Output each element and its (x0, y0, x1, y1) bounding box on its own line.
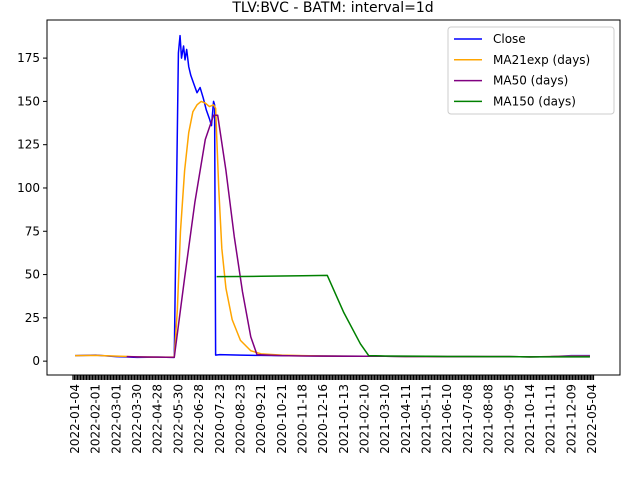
x-tick-label: 2022-03-30 (130, 384, 144, 454)
x-axis: 2022-01-04 2022-02-01 2022-03-01 2022-03-30… (68, 375, 599, 454)
x-tick-label: 2021-03-10 (378, 384, 392, 454)
y-tick-label: 75 (25, 224, 40, 238)
x-tick-label: 2020-11-18 (295, 384, 309, 454)
y-axis: 0 25 50 75 100 125 150 175 (17, 51, 47, 368)
x-tick-label: 2021-09-05 (502, 384, 516, 454)
x-tick-label: 2022-06-28 (192, 384, 206, 454)
chart-title: TLV:BVC - BATM: interval=1d (231, 0, 433, 16)
x-tick-label: 2020-10-21 (275, 384, 289, 454)
y-tick-label: 50 (25, 268, 40, 282)
x-tick-label: 2022-04-28 (151, 384, 165, 454)
x-tick-label: 2020-07-23 (213, 384, 227, 454)
series-line-ma150-days (216, 274, 590, 358)
x-tick-label: 2021-08-08 (482, 384, 496, 454)
x-tick-label: 2021-06-10 (440, 384, 454, 454)
x-tick-label: 2021-01-13 (337, 384, 351, 454)
y-tick-label: 0 (32, 354, 40, 368)
x-tick-label: 2021-07-08 (461, 384, 475, 454)
legend-label: MA150 (days) (493, 94, 576, 108)
x-tick-label: 2022-05-04 (585, 384, 599, 454)
y-tick-label: 175 (17, 51, 40, 65)
x-tick-label: 2022-01-04 (68, 384, 82, 454)
y-tick-label: 25 (25, 311, 40, 325)
x-tick-label: 2021-05-11 (420, 384, 434, 454)
x-tick-label: 2022-03-01 (109, 384, 123, 454)
x-tick-label: 2020-08-23 (233, 384, 247, 454)
x-tick-label: 2022-02-01 (89, 384, 103, 454)
y-tick-label: 125 (17, 138, 40, 152)
x-tick-label: 2022-05-30 (171, 384, 185, 454)
legend-label: MA50 (days) (493, 74, 568, 88)
x-tick-label: 2021-12-09 (564, 384, 578, 454)
legend: Close MA21exp (days) MA50 (days) MA150 (day… (447, 26, 615, 115)
legend-box (447, 26, 615, 115)
x-tick-label: 2021-04-11 (399, 384, 413, 454)
y-tick-label: 150 (17, 94, 40, 108)
x-tick-label: 2021-02-10 (358, 384, 372, 454)
x-tick-label: 2021-10-14 (523, 384, 537, 454)
x-tick-label: 2020-09-21 (254, 384, 268, 454)
series-layer (74, 34, 590, 359)
y-tick-label: 100 (17, 181, 40, 195)
x-tick-label: 2020-12-16 (316, 384, 330, 454)
legend-label: Close (493, 32, 526, 46)
x-tick-label: 2021-11-11 (544, 384, 558, 454)
legend-label: MA21exp (days) (493, 53, 590, 67)
